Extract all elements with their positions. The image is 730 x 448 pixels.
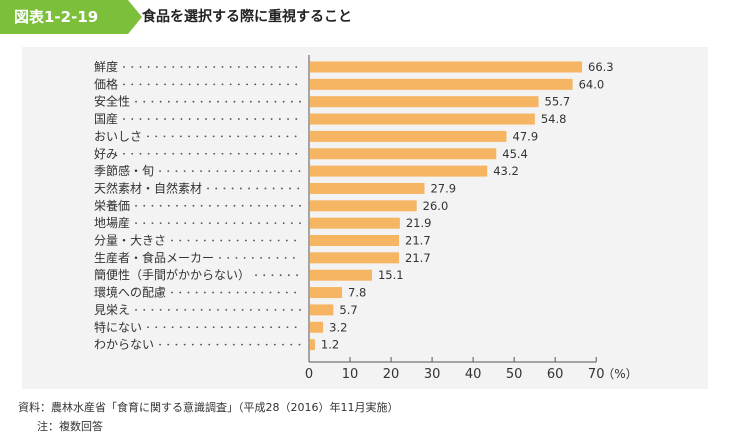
category-label: わからない [94, 338, 154, 352]
category-label: 分量・大きさ [94, 234, 166, 248]
bar [310, 252, 400, 264]
value-label: 55.7 [545, 95, 571, 109]
bar [310, 217, 400, 229]
source-note: 資料：農林水産省「食育に関する意識調査」（平成28（2016）年11月実施） [18, 401, 399, 414]
category-label: 季節感・旬 [94, 163, 154, 178]
value-label: 21.7 [405, 234, 431, 248]
bar [310, 113, 535, 125]
value-label: 26.0 [423, 199, 449, 213]
category-label: 地場産 [94, 215, 130, 230]
value-label: 54.8 [541, 112, 567, 126]
category-label: 環境への配慮 [94, 285, 166, 300]
value-label: 7.8 [348, 286, 366, 300]
x-tick-label: 50 [506, 367, 523, 382]
value-label: 5.7 [339, 303, 357, 317]
bar [310, 78, 573, 90]
value-label: 3.2 [329, 320, 347, 334]
category-label: 価格 [94, 76, 118, 91]
category-label: 特にない [94, 319, 142, 334]
value-label: 43.2 [493, 164, 519, 178]
bar [310, 235, 400, 246]
value-label: 64.0 [579, 77, 605, 91]
chart-panel: 鮮度 66.3 価格 64.0 安全性 55.7 国産 54.8 おいしさ 47.9 好み 45.4 季… [22, 47, 708, 389]
x-tick-label: 40 [465, 367, 482, 382]
bar [310, 130, 507, 142]
bar [310, 148, 497, 160]
bar [310, 182, 425, 194]
bar [310, 287, 343, 299]
value-label: 15.1 [378, 268, 404, 282]
bar [310, 61, 583, 73]
x-tick-label: 20 [383, 367, 400, 382]
category-label: 安全性 [94, 94, 130, 109]
bar [310, 200, 417, 212]
bar [310, 321, 324, 333]
category-label: おいしさ [94, 129, 142, 143]
bar [310, 165, 488, 177]
value-label: 21.7 [405, 251, 431, 265]
value-label: 1.2 [321, 338, 339, 352]
bar-chart: 鮮度 66.3 価格 64.0 安全性 55.7 国産 54.8 おいしさ 47.9 好み 45.4 季… [94, 55, 638, 382]
x-tick-label: 30 [424, 367, 441, 382]
x-tick-label: 0 [305, 367, 313, 382]
category-label: 好み [94, 147, 118, 161]
category-label: 生産者・食品メーカー [94, 250, 214, 265]
category-label: 鮮度 [94, 59, 118, 74]
category-label: 簡便性（手間がかからない） [94, 267, 250, 282]
value-label: 47.9 [513, 129, 539, 143]
value-label: 21.9 [406, 216, 432, 230]
bar [310, 339, 315, 351]
value-label: 45.4 [502, 147, 528, 161]
bar [310, 304, 334, 316]
figure-title: 食品を選択する際に重視すること [142, 9, 352, 25]
value-label: 27.9 [430, 181, 456, 195]
category-label: 見栄え [94, 303, 130, 317]
figure-header: 図表1-2-19 食品を選択する際に重視すること [0, 0, 730, 34]
bar [310, 96, 539, 108]
figure-number-badge: 図表1-2-19 [0, 0, 142, 34]
notes: 資料：農林水産省「食育に関する意識調査」（平成28（2016）年11月実施） 注… [18, 398, 399, 436]
x-tick-label: 60 [547, 367, 564, 382]
bar [310, 269, 372, 281]
category-label: 天然素材・自然素材 [94, 180, 202, 195]
value-label: 66.3 [588, 60, 614, 74]
footnote: 注：複数回答 [37, 420, 103, 433]
x-unit-label: （%） [602, 367, 637, 381]
x-tick-label: 10 [342, 367, 359, 382]
x-tick-label: 70 [588, 367, 605, 382]
category-label: 国産 [94, 111, 118, 126]
category-label: 栄養価 [94, 198, 130, 213]
